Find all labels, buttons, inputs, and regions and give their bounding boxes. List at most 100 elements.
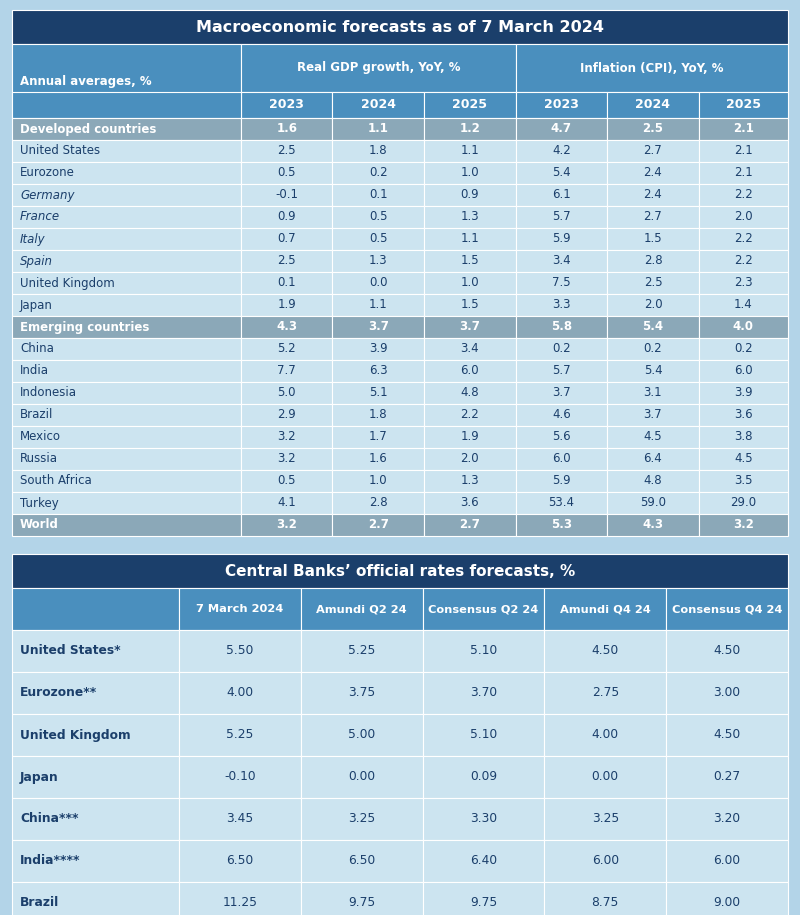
Bar <box>333 92 424 118</box>
Bar <box>607 162 698 184</box>
Text: 2.1: 2.1 <box>734 145 753 157</box>
Text: 5.4: 5.4 <box>644 364 662 378</box>
Text: 2023: 2023 <box>544 99 579 112</box>
Text: 9.00: 9.00 <box>714 897 741 910</box>
Text: Amundi Q2 24: Amundi Q2 24 <box>316 604 407 614</box>
Text: 0.00: 0.00 <box>348 770 375 783</box>
Bar <box>698 294 788 316</box>
Bar <box>516 272 607 294</box>
Text: 2.7: 2.7 <box>459 519 480 532</box>
Bar <box>241 448 333 470</box>
Bar <box>607 426 698 448</box>
Bar <box>424 272 516 294</box>
Text: China: China <box>20 342 54 356</box>
Bar <box>516 250 607 272</box>
Bar <box>516 44 788 92</box>
Bar <box>333 184 424 206</box>
Text: 1.1: 1.1 <box>369 298 388 311</box>
Text: 0.5: 0.5 <box>369 210 387 223</box>
Bar <box>698 92 788 118</box>
Bar <box>607 228 698 250</box>
Bar <box>424 140 516 162</box>
Bar <box>698 184 788 206</box>
Bar <box>516 470 607 492</box>
Bar <box>422 798 544 840</box>
Bar <box>241 360 333 382</box>
Bar <box>698 250 788 272</box>
Bar <box>698 470 788 492</box>
Text: 2.8: 2.8 <box>369 497 387 510</box>
Bar <box>12 756 179 798</box>
Bar <box>666 630 788 672</box>
Text: 0.0: 0.0 <box>369 276 387 289</box>
Bar <box>607 118 698 140</box>
Bar <box>12 840 179 882</box>
Bar <box>698 118 788 140</box>
Bar <box>516 382 607 404</box>
Bar <box>179 798 301 840</box>
Text: 2.5: 2.5 <box>642 123 663 135</box>
Bar <box>424 426 516 448</box>
Text: 4.00: 4.00 <box>226 686 254 699</box>
Text: 3.3: 3.3 <box>552 298 570 311</box>
Text: Consensus Q4 24: Consensus Q4 24 <box>672 604 782 614</box>
Bar <box>12 514 241 536</box>
Text: 0.2: 0.2 <box>552 342 570 356</box>
Text: 2.5: 2.5 <box>278 254 296 267</box>
Bar <box>516 316 607 338</box>
Bar <box>241 514 333 536</box>
Text: 2.2: 2.2 <box>734 188 753 201</box>
Text: 6.1: 6.1 <box>552 188 570 201</box>
Text: 2.4: 2.4 <box>644 167 662 179</box>
Text: 0.5: 0.5 <box>369 232 387 245</box>
Text: 1.8: 1.8 <box>369 145 387 157</box>
Bar <box>607 470 698 492</box>
Text: 2.5: 2.5 <box>644 276 662 289</box>
Bar <box>607 206 698 228</box>
Text: 53.4: 53.4 <box>549 497 574 510</box>
Text: Brazil: Brazil <box>20 897 59 910</box>
Bar <box>424 206 516 228</box>
Bar <box>516 294 607 316</box>
Bar <box>666 588 788 630</box>
Bar <box>12 162 241 184</box>
Bar <box>179 840 301 882</box>
Text: 0.9: 0.9 <box>278 210 296 223</box>
Bar <box>424 492 516 514</box>
Bar <box>333 250 424 272</box>
Text: 3.4: 3.4 <box>461 342 479 356</box>
Bar <box>179 882 301 915</box>
Bar <box>12 10 788 44</box>
Text: 6.00: 6.00 <box>714 855 741 867</box>
Bar <box>12 470 241 492</box>
Bar <box>12 206 241 228</box>
Bar <box>12 714 179 756</box>
Text: 3.4: 3.4 <box>552 254 570 267</box>
Text: Italy: Italy <box>20 232 46 245</box>
Text: 2.1: 2.1 <box>733 123 754 135</box>
Text: 4.50: 4.50 <box>714 644 741 658</box>
Text: 4.0: 4.0 <box>733 320 754 333</box>
Bar <box>12 588 179 630</box>
Bar <box>424 382 516 404</box>
Bar <box>424 118 516 140</box>
Bar <box>516 184 607 206</box>
Bar <box>12 426 241 448</box>
Text: 3.5: 3.5 <box>734 475 753 488</box>
Bar <box>301 630 422 672</box>
Bar <box>241 118 333 140</box>
Bar <box>333 338 424 360</box>
Text: 1.7: 1.7 <box>369 430 388 444</box>
Bar <box>516 360 607 382</box>
Text: 3.7: 3.7 <box>368 320 389 333</box>
Text: 5.4: 5.4 <box>642 320 663 333</box>
Text: 1.1: 1.1 <box>461 145 479 157</box>
Text: 7.7: 7.7 <box>278 364 296 378</box>
Bar <box>424 448 516 470</box>
Bar <box>607 382 698 404</box>
Text: 6.50: 6.50 <box>348 855 375 867</box>
Text: 2.7: 2.7 <box>368 519 389 532</box>
Text: 2.2: 2.2 <box>461 408 479 422</box>
Bar <box>698 162 788 184</box>
Bar <box>698 382 788 404</box>
